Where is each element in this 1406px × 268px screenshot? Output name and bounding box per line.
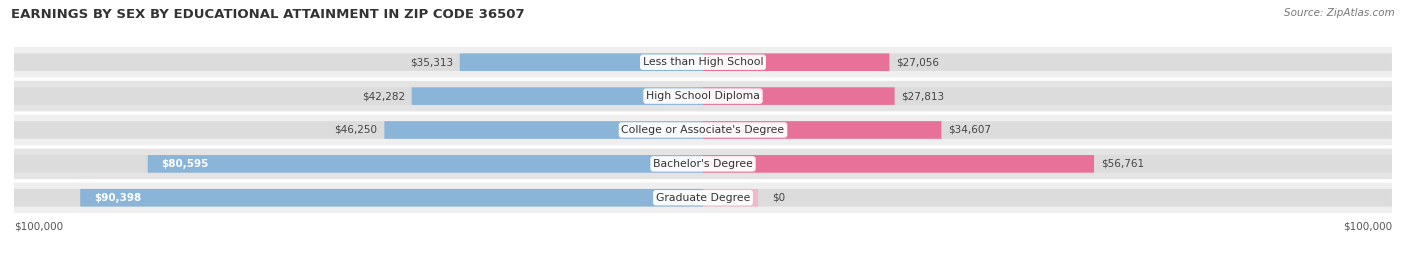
FancyBboxPatch shape	[703, 189, 758, 207]
Text: Bachelor's Degree: Bachelor's Degree	[652, 159, 754, 169]
FancyBboxPatch shape	[14, 121, 1392, 139]
Text: $42,282: $42,282	[361, 91, 405, 101]
FancyBboxPatch shape	[14, 81, 1392, 111]
Text: $34,607: $34,607	[948, 125, 991, 135]
FancyBboxPatch shape	[412, 87, 703, 105]
FancyBboxPatch shape	[460, 53, 703, 71]
Text: $46,250: $46,250	[335, 125, 377, 135]
FancyBboxPatch shape	[148, 155, 703, 173]
Text: $35,313: $35,313	[409, 57, 453, 67]
FancyBboxPatch shape	[703, 87, 894, 105]
Text: High School Diploma: High School Diploma	[647, 91, 759, 101]
FancyBboxPatch shape	[14, 189, 1392, 207]
Text: $100,000: $100,000	[14, 221, 63, 232]
FancyBboxPatch shape	[14, 87, 1392, 105]
Text: $27,813: $27,813	[901, 91, 945, 101]
FancyBboxPatch shape	[14, 149, 1392, 179]
FancyBboxPatch shape	[14, 155, 1392, 173]
Text: Less than High School: Less than High School	[643, 57, 763, 67]
Text: $90,398: $90,398	[94, 193, 141, 203]
Text: Source: ZipAtlas.com: Source: ZipAtlas.com	[1284, 8, 1395, 18]
Text: College or Associate's Degree: College or Associate's Degree	[621, 125, 785, 135]
FancyBboxPatch shape	[703, 155, 1094, 173]
FancyBboxPatch shape	[703, 121, 942, 139]
FancyBboxPatch shape	[703, 53, 890, 71]
Text: $100,000: $100,000	[1343, 221, 1392, 232]
Text: Graduate Degree: Graduate Degree	[655, 193, 751, 203]
Text: EARNINGS BY SEX BY EDUCATIONAL ATTAINMENT IN ZIP CODE 36507: EARNINGS BY SEX BY EDUCATIONAL ATTAINMEN…	[11, 8, 524, 21]
FancyBboxPatch shape	[80, 189, 703, 207]
Text: $80,595: $80,595	[162, 159, 209, 169]
FancyBboxPatch shape	[14, 47, 1392, 77]
Text: $0: $0	[772, 193, 785, 203]
FancyBboxPatch shape	[14, 183, 1392, 213]
FancyBboxPatch shape	[384, 121, 703, 139]
FancyBboxPatch shape	[14, 53, 1392, 71]
Text: $27,056: $27,056	[896, 57, 939, 67]
FancyBboxPatch shape	[14, 115, 1392, 145]
Text: $56,761: $56,761	[1101, 159, 1144, 169]
